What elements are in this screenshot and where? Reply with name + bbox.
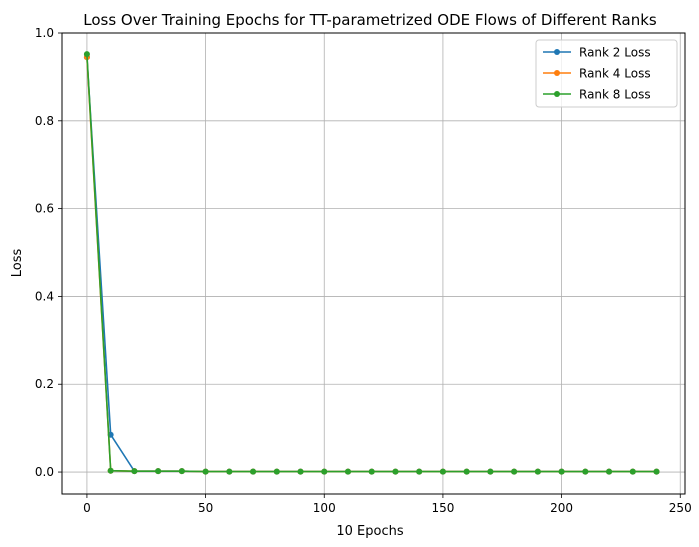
x-axis-label: 10 Epochs [336, 524, 403, 539]
y-axis-label: Loss [10, 249, 25, 278]
legend-label: Rank 4 Loss [579, 67, 651, 81]
series-2 [83, 54, 660, 475]
series-3 [83, 51, 660, 475]
data-point [344, 468, 351, 475]
y-tick-label: 0.6 [35, 202, 54, 216]
series-1 [83, 54, 660, 475]
data-point [463, 468, 470, 475]
legend-box [535, 39, 678, 108]
y-tick-label: 0.0 [35, 465, 54, 479]
series-line [86, 57, 657, 473]
x-axis-ticks: 0 50 100 150 200 250 [83, 494, 692, 515]
x-tick-label: 200 [550, 501, 573, 515]
data-point [107, 467, 114, 474]
data-point [250, 468, 257, 475]
data-point [368, 468, 375, 475]
data-point [653, 468, 660, 475]
y-tick-label: 1.0 [35, 26, 54, 40]
data-point [321, 468, 328, 475]
series-line [86, 54, 657, 473]
legend-swatch-marker [554, 49, 560, 55]
data-point [155, 468, 162, 475]
legend-item: Rank 2 Loss [543, 46, 651, 60]
data-point [558, 468, 565, 475]
data-point [629, 468, 636, 475]
legend-label: Rank 2 Loss [579, 46, 651, 60]
data-point [416, 468, 423, 475]
data-point [83, 51, 90, 58]
y-tick-label: 0.2 [35, 377, 54, 391]
data-point [439, 468, 446, 475]
legend-item: Rank 8 Loss [543, 88, 651, 102]
y-axis-ticks: 0.0 0.2 0.4 0.6 0.8 1.0 [35, 26, 62, 479]
data-point [392, 468, 399, 475]
legend-swatch-marker [554, 70, 560, 76]
x-tick-label: 100 [313, 501, 336, 515]
y-tick-label: 0.4 [35, 289, 54, 303]
data-point [226, 468, 233, 475]
data-point [131, 468, 138, 475]
data-point [273, 468, 280, 475]
data-point [202, 468, 209, 475]
data-point [606, 468, 613, 475]
legend-item: Rank 4 Loss [543, 67, 651, 81]
x-tick-label: 0 [83, 501, 91, 515]
x-tick-label: 250 [669, 501, 692, 515]
chart-title: Loss Over Training Epochs for TT-paramet… [83, 11, 657, 29]
legend-swatch-marker [554, 91, 560, 97]
x-tick-label: 50 [198, 501, 213, 515]
y-tick-label: 0.8 [35, 114, 54, 128]
data-point [511, 468, 518, 475]
x-tick-label: 150 [431, 501, 454, 515]
series-line [86, 57, 657, 473]
data-point [487, 468, 494, 475]
series-layer [83, 51, 660, 475]
legend: Rank 2 Loss Rank 4 Loss Rank 8 Loss [535, 39, 678, 108]
data-point [582, 468, 589, 475]
plot-frame [61, 32, 686, 495]
data-point [534, 468, 541, 475]
legend-label: Rank 8 Loss [579, 88, 651, 102]
data-point [178, 468, 185, 475]
data-point [297, 468, 304, 475]
